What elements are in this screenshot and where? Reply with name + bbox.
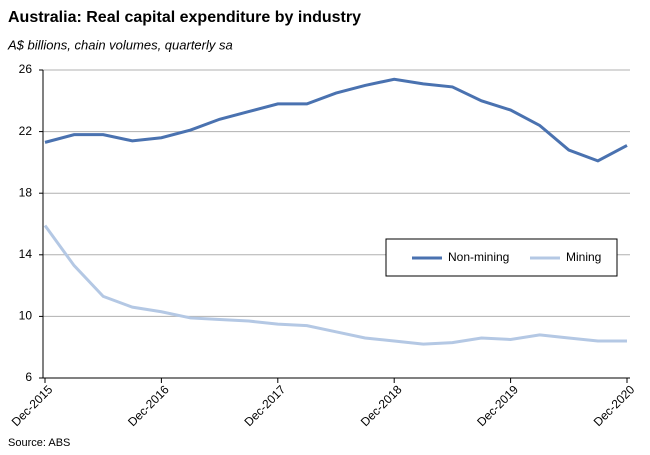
x-tick-label: Dec-2017 <box>241 382 288 429</box>
line-series <box>44 77 628 163</box>
y-tick-label: 26 <box>19 62 33 76</box>
legend-label: Non-mining <box>448 250 509 264</box>
line-series <box>43 224 627 346</box>
chart-title: Australia: Real capital expenditure by i… <box>8 9 361 26</box>
y-tick-label: 18 <box>19 185 33 199</box>
source: Source: ABS <box>8 437 70 449</box>
x-tick-label: Dec-2015 <box>9 382 56 429</box>
y-tick-label: 6 <box>25 370 32 384</box>
x-tick-label: Dec-2020 <box>591 382 638 429</box>
x-tick-label: Dec-2019 <box>474 382 521 429</box>
y-tick-label: 22 <box>19 124 33 138</box>
y-tick-label: 14 <box>19 247 33 261</box>
chart-subtitle: A$ billions, chain volumes, quarterly sa <box>7 37 233 52</box>
x-tick-label: Dec-2016 <box>125 382 172 429</box>
y-tick-label: 10 <box>19 309 33 323</box>
x-tick-label: Dec-2018 <box>358 382 405 429</box>
legend-label: Mining <box>566 250 601 264</box>
